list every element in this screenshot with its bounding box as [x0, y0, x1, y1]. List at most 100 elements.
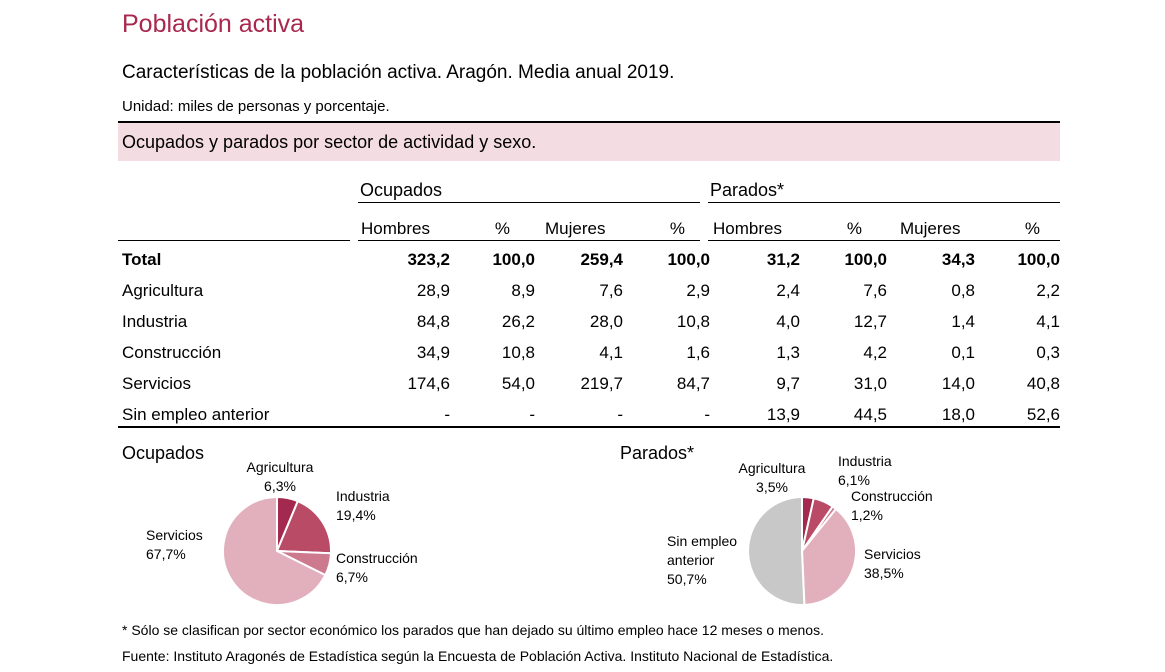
- col-header: %: [494, 219, 510, 238]
- table-cell: 4,1: [1036, 311, 1060, 331]
- col-header: Mujeres: [545, 219, 606, 238]
- pie-label-construccion: Construcción 6,7%: [336, 549, 418, 587]
- table-cell: 13,9: [766, 404, 800, 424]
- col-header: Hombres: [713, 219, 782, 238]
- table-cell: 100,0: [667, 249, 710, 269]
- col-header: Hombres: [361, 219, 430, 238]
- table-cell: 0,1: [951, 342, 975, 362]
- slice-value: 19,4%: [336, 507, 376, 523]
- pie-label-servicios: Servicios 67,7%: [146, 526, 203, 564]
- pie-label-agricultura: Agricultura 3,5%: [728, 459, 816, 497]
- slice-name: Construcción: [851, 488, 933, 504]
- pie-slice-servicios: [222, 495, 327, 606]
- table-cell: 9,7: [776, 373, 800, 393]
- header-underline-parados: [708, 240, 1060, 241]
- table-cell: 259,4: [580, 249, 623, 269]
- chart-title-parados: Parados*: [620, 443, 695, 463]
- group-header-parados: Parados*: [710, 180, 785, 200]
- table-row: Sin empleo anterior - - - - 13,9 44,5 18,0 52,6: [118, 399, 1060, 430]
- table-cell: 1,3: [776, 342, 800, 362]
- row-label: Sin empleo anterior: [122, 404, 270, 424]
- slice-value: 1,2%: [851, 507, 883, 523]
- table-row-total: Total 323,2 100,0 259,4 100,0 31,2 100,0 34,3 10…: [118, 244, 1060, 275]
- table-cell: 7,6: [599, 280, 623, 300]
- table-cell: 34,3: [941, 249, 975, 269]
- table-cell: 7,6: [863, 280, 887, 300]
- table-cell: 10,8: [501, 342, 535, 362]
- pie-label-industria: Industria 6,1%: [838, 452, 892, 490]
- pie-label-servicios: Servicios 38,5%: [864, 545, 921, 583]
- table-cell: 2,9: [686, 280, 710, 300]
- table-cell: 4,0: [776, 311, 800, 331]
- table-cell: 1,6: [686, 342, 710, 362]
- slice-value: 6,7%: [336, 569, 368, 585]
- section-title: Población activa: [122, 10, 305, 38]
- slice-value: 6,3%: [264, 478, 296, 494]
- table-row: Agricultura 28,9 8,9 7,6 2,9 2,4 7,6 0,8 2,2: [118, 275, 1060, 306]
- table-cell: -: [444, 404, 450, 424]
- table-cell: 84,7: [676, 373, 710, 393]
- pie-label-sin-empleo: Sin empleo anterior 50,7%: [667, 532, 737, 589]
- pie-chart-parados: [747, 495, 858, 606]
- chart-title-ocupados: Ocupados: [122, 443, 205, 463]
- table-bottom-rule: [118, 426, 1060, 428]
- table-row: Industria 84,8 26,2 28,0 10,8 4,0 12,7 1,4 4,1: [118, 306, 1060, 337]
- row-label: Industria: [122, 311, 188, 331]
- row-label: Total: [122, 249, 162, 269]
- table-cell: 26,2: [501, 311, 535, 331]
- slice-name: Agricultura: [246, 459, 314, 475]
- table-cell: 323,2: [407, 249, 450, 269]
- footnote: * Sólo se clasifican por sector económic…: [122, 622, 824, 638]
- table-cell: 100,0: [1017, 249, 1060, 269]
- row-label: Servicios: [122, 373, 191, 393]
- slice-name: Industria: [838, 453, 892, 469]
- slice-name: Servicios: [146, 527, 203, 543]
- table-cell: 31,0: [853, 373, 887, 393]
- table-cell: 84,8: [416, 311, 450, 331]
- table-cell: 100,0: [492, 249, 535, 269]
- col-header: %: [846, 219, 862, 238]
- table-cell: -: [617, 404, 623, 424]
- slice-name: Sin empleo: [667, 533, 738, 549]
- slice-name: Agricultura: [738, 460, 806, 476]
- pie-label-construccion: Construcción 1,2%: [851, 487, 933, 525]
- slice-value: 50,7%: [667, 571, 707, 587]
- table-row: Servicios 174,6 54,0 219,7 84,7 9,7 31,0 14,0 40…: [118, 368, 1060, 399]
- pie-slice-industria: [275, 499, 332, 555]
- table-cell: 52,6: [1026, 404, 1060, 424]
- table-cell: 0,8: [951, 280, 975, 300]
- table-cell: 54,0: [501, 373, 535, 393]
- table-cell: 8,9: [511, 280, 535, 300]
- table-cell: -: [529, 404, 535, 424]
- table-cell: 34,9: [416, 342, 450, 362]
- slice-name: Construcción: [336, 550, 418, 566]
- col-header: %: [669, 219, 685, 238]
- unit-note: Unidad: miles de personas y porcentaje.: [122, 98, 390, 115]
- table-cell: 44,5: [853, 404, 887, 424]
- header-underline-label: [118, 240, 350, 241]
- slice-name: anterior: [667, 552, 715, 568]
- table-cell: 14,0: [941, 373, 975, 393]
- col-header: %: [1024, 219, 1040, 238]
- pie-slice-servicios: [800, 507, 858, 606]
- table-cell: 1,4: [951, 311, 975, 331]
- slice-value: 38,5%: [864, 565, 904, 581]
- table-title: Ocupados y parados por sector de activid…: [122, 132, 537, 152]
- table-cell: 10,8: [676, 311, 710, 331]
- table-cell: 18,0: [941, 404, 975, 424]
- table-row: Construcción 34,9 10,8 4,1 1,6 1,3 4,2 0,1 0,3: [118, 337, 1060, 368]
- col-header: Mujeres: [900, 219, 961, 238]
- pie-label-agricultura: Agricultura 6,3%: [236, 458, 324, 496]
- data-table: Total 323,2 100,0 259,4 100,0 31,2 100,0 34,3 10…: [118, 244, 1060, 430]
- group-underline-parados: [708, 202, 1060, 203]
- table-cell: 4,2: [863, 342, 887, 362]
- slice-name: Industria: [336, 488, 390, 504]
- group-header-ocupados: Ocupados: [360, 180, 443, 200]
- row-label: Agricultura: [122, 280, 204, 300]
- table-cell: 0,3: [1036, 342, 1060, 362]
- table-cell: 40,8: [1026, 373, 1060, 393]
- table-cell: 28,9: [416, 280, 450, 300]
- table-subtitle: Características de la población activa. …: [122, 62, 675, 83]
- slice-name: Servicios: [864, 546, 921, 562]
- table-cell: -: [704, 404, 710, 424]
